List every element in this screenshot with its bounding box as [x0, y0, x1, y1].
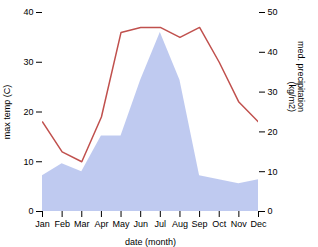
- svg-text:0: 0: [28, 206, 33, 216]
- svg-text:0: 0: [268, 206, 273, 216]
- svg-text:Sep: Sep: [192, 219, 208, 229]
- svg-text:50: 50: [268, 7, 278, 17]
- svg-text:10: 10: [23, 157, 33, 167]
- svg-text:30: 30: [23, 57, 33, 67]
- svg-text:Oct: Oct: [212, 219, 227, 229]
- svg-text:med. precipitation(kg/m2): med. precipitation(kg/m2): [287, 41, 306, 112]
- svg-text:date (month): date (month): [125, 237, 176, 247]
- svg-text:Jun: Jun: [133, 219, 148, 229]
- svg-text:30: 30: [268, 87, 278, 97]
- svg-text:20: 20: [23, 107, 33, 117]
- svg-text:Jan: Jan: [35, 219, 50, 229]
- svg-text:Dec: Dec: [250, 219, 267, 229]
- svg-text:Nov: Nov: [231, 219, 248, 229]
- svg-text:Feb: Feb: [54, 219, 70, 229]
- svg-text:Jul: Jul: [155, 219, 167, 229]
- svg-text:40: 40: [268, 47, 278, 57]
- svg-text:10: 10: [268, 167, 278, 177]
- svg-text:40: 40: [23, 7, 33, 17]
- svg-text:max temp (C): max temp (C): [2, 85, 12, 140]
- svg-text:May: May: [113, 219, 131, 229]
- svg-text:20: 20: [268, 127, 278, 137]
- svg-text:Mar: Mar: [74, 219, 90, 229]
- svg-text:Aug: Aug: [172, 219, 188, 229]
- svg-text:Apr: Apr: [94, 219, 108, 229]
